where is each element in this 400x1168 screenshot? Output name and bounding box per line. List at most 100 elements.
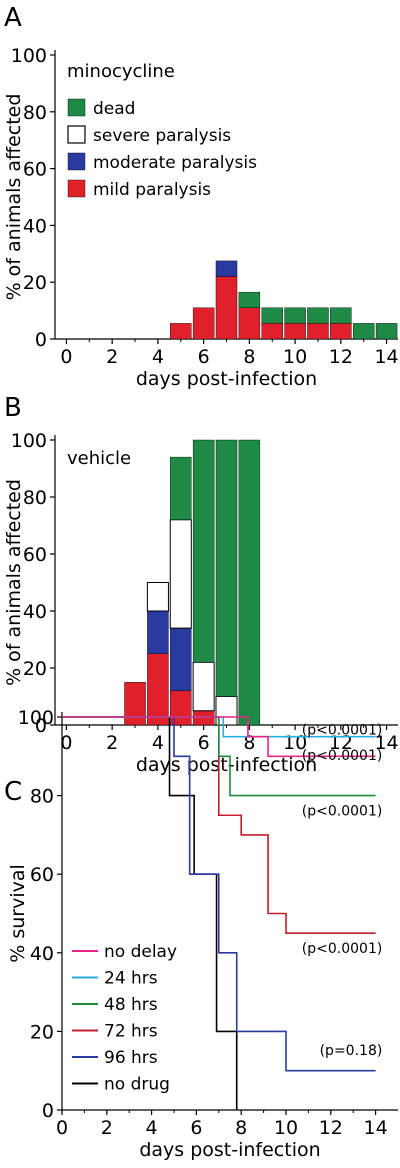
legend-swatch (67, 125, 86, 144)
p-value-annotation: (p=0.18) (320, 1043, 383, 1059)
legend-swatch (67, 152, 86, 171)
y-tick-label: 0 (35, 329, 47, 351)
legend-entry: 24 hrs (104, 969, 158, 989)
bar-moderate-paralysis (215, 260, 238, 277)
bar-mild-paralysis (192, 307, 215, 340)
legend-entry: dead (93, 99, 135, 119)
curve-no-delay (62, 716, 376, 758)
x-tick-label: 12 (329, 346, 353, 368)
legend-entry: 96 hrs (104, 1048, 158, 1068)
y-tick-label: 100 (11, 45, 47, 67)
curve-96-hrs (62, 716, 376, 1072)
y-tick-label: 80 (30, 786, 54, 808)
y-tick-label: 60 (30, 864, 54, 886)
x-axis-label: days post-infection (136, 754, 317, 776)
y-tick-label: 60 (23, 544, 47, 566)
x-tick-label: 14 (374, 732, 398, 754)
curve-72-hrs (62, 716, 376, 934)
bar-mild-paralysis (192, 710, 215, 726)
y-tick-label: 20 (30, 1021, 54, 1043)
bar-dead (192, 439, 215, 663)
bar-severe-paralysis (146, 582, 169, 612)
bar-mild-paralysis (170, 323, 192, 340)
p-value-annotation: (p<0.0001) (302, 941, 383, 957)
x-tick-label: 2 (106, 732, 118, 754)
x-tick-label: 12 (319, 1117, 343, 1139)
legend-entry: moderate paralysis (93, 153, 257, 173)
panel-letter-a: A (4, 3, 22, 33)
legend-swatch (67, 179, 86, 198)
legend-entry: no drug (104, 1075, 170, 1095)
x-tick-label: 8 (243, 346, 255, 368)
x-tick-label: 0 (56, 1117, 68, 1139)
bar-mild-paralysis (124, 682, 146, 726)
legend-entry: 48 hrs (104, 995, 158, 1015)
x-tick-label: 14 (374, 346, 398, 368)
bar-dead (238, 439, 261, 726)
p-value-annotation: (p<0.0001) (302, 748, 383, 764)
y-tick-label: 60 (23, 159, 47, 181)
bar-mild-paralysis (147, 653, 169, 726)
y-tick-label: 40 (30, 943, 54, 965)
x-tick-label: 14 (364, 1117, 388, 1139)
bar-moderate-paralysis (147, 610, 169, 654)
y-tick-label: 40 (23, 601, 47, 623)
bar-severe-paralysis (169, 519, 192, 629)
y-tick-label: 0 (42, 1100, 54, 1122)
p-value-annotation: (p<0.0001) (302, 723, 383, 739)
y-tick-label: 0 (35, 715, 47, 737)
x-tick-label: 6 (198, 732, 210, 754)
x-tick-label: 2 (106, 346, 118, 368)
bar-mild-paralysis (284, 323, 306, 340)
p-value-annotation: (p<0.0001) (302, 803, 383, 819)
y-tick-label: 20 (23, 658, 47, 680)
bar-severe-paralysis (192, 661, 215, 712)
x-tick-label: 12 (329, 732, 353, 754)
legend-entry: severe paralysis (93, 126, 231, 146)
bar-dead (261, 307, 283, 324)
bar-mild-paralysis (238, 307, 261, 340)
x-tick-label: 4 (146, 1117, 158, 1139)
y-tick-label: 80 (23, 487, 47, 509)
bar-mild-paralysis (261, 323, 283, 340)
chart-title: minocycline (67, 61, 175, 82)
y-tick-label: 100 (11, 430, 47, 452)
y-tick-label: 80 (23, 102, 47, 124)
x-tick-label: 8 (243, 732, 255, 754)
y-tick-label: 100 (18, 707, 54, 729)
bar-dead (352, 323, 375, 340)
legend-entry: 72 hrs (104, 1022, 158, 1042)
y-axis-label: % survival (7, 864, 29, 963)
panel-letter-c: C (4, 777, 22, 807)
x-tick-label: 6 (198, 346, 210, 368)
y-tick-label: 40 (23, 215, 47, 237)
bar-mild-paralysis (330, 323, 352, 340)
bar-dead (238, 291, 261, 308)
x-tick-label: 10 (283, 732, 307, 754)
bar-dead (375, 323, 398, 340)
x-tick-label: 0 (60, 732, 72, 754)
y-axis-label: % of animals affected (3, 479, 25, 686)
bar-moderate-paralysis (170, 627, 192, 691)
x-axis-label: days post-infection (139, 1139, 320, 1161)
legend-swatch (67, 98, 86, 117)
bar-mild-paralysis (307, 323, 329, 340)
x-tick-label: 4 (152, 346, 164, 368)
x-axis-label: days post-infection (136, 368, 317, 390)
x-tick-label: 6 (190, 1117, 202, 1139)
bar-mild-paralysis (215, 276, 238, 340)
x-tick-label: 4 (152, 732, 164, 754)
x-tick-label: 2 (101, 1117, 113, 1139)
x-tick-label: 0 (60, 346, 72, 368)
x-tick-label: 8 (235, 1117, 247, 1139)
chart-title: vehicle (67, 448, 131, 469)
y-axis-label: % of animals affected (3, 94, 25, 301)
bar-dead (307, 307, 329, 324)
x-tick-label: 10 (274, 1117, 298, 1139)
bar-dead (284, 307, 306, 324)
panel-a-chart: 0 20 40 60 80 100 0 2 4 6 8 10 12 14 days post-infecti… (3, 45, 399, 390)
y-tick-label: 20 (23, 272, 47, 294)
